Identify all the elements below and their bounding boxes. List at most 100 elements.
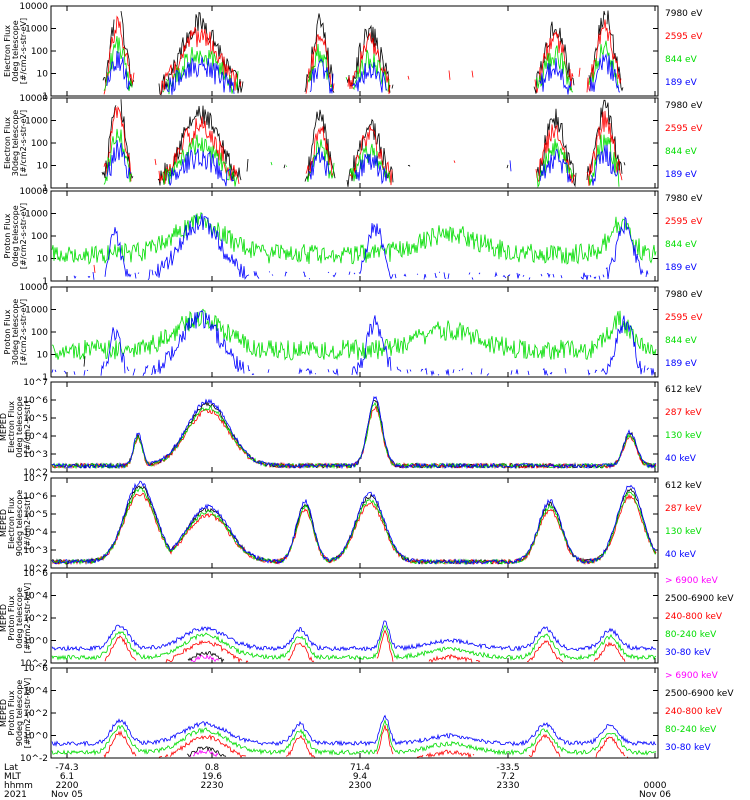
y-tick-label: 10^2 (23, 614, 48, 624)
footer-date: Nov 05 (51, 790, 83, 800)
y-tick-label: 10 (37, 162, 49, 172)
footer-hhmm: 2300 (349, 781, 372, 791)
series-trace (188, 652, 226, 663)
y-tick-label: 10^4 (23, 528, 48, 538)
y-tick-label: 10^0 (23, 732, 48, 742)
legend-entry: 2595 eV (665, 313, 703, 323)
y-tick-label: 10^2 (23, 709, 48, 719)
y-axis-label: 30deg telescope (11, 299, 20, 366)
legend-entry: 2595 eV (665, 124, 703, 134)
footer-hhmm: 2330 (497, 781, 520, 791)
y-tick-label: 100 (31, 232, 48, 242)
y-tick-label: 10^4 (23, 432, 48, 442)
y-tick-label: 10^-2 (20, 754, 48, 764)
y-axis-label: 30deg telescope (11, 110, 20, 177)
y-axis-label: Proton Flux (3, 213, 12, 258)
y-tick-label: 10 (37, 351, 49, 361)
footer-date: Nov 06 (639, 790, 671, 800)
y-tick-label: 10000 (19, 94, 48, 104)
y-tick-label: 10^0 (23, 637, 48, 647)
y-tick-label: 10^3 (23, 450, 48, 460)
y-tick-label: 10^7 (23, 378, 48, 388)
footer-mlt: 7.2 (501, 772, 515, 782)
legend-entry: 7980 eV (665, 101, 703, 111)
y-tick-label: 100 (31, 139, 48, 149)
y-tick-label: 10^5 (23, 414, 48, 424)
footer-tick-3: -33.5 7.2 2330 (496, 763, 519, 791)
y-axis-label: 0deg telescope (11, 20, 20, 81)
y-tick-label: 10^4 (23, 592, 48, 602)
y-axis-label: [#/cm2-s-str-eV] (19, 299, 28, 365)
legend-entry: 30-80 keV (665, 743, 711, 753)
footer-label-hhmm: hhmm (4, 781, 33, 791)
panel-1: 1 10 100 1000 10000 Electron Flux 0deg telesco… (3, 2, 703, 102)
y-tick-label: 10^4 (23, 687, 48, 697)
series-trace (94, 265, 615, 273)
legend-entry: 40 keV (665, 454, 697, 464)
panel-2: 1 10 100 1000 10000 Electron Flux 30deg telesc… (3, 94, 703, 194)
y-axis-label: Proton Flux (7, 690, 16, 735)
legend-entry: 7980 eV (665, 194, 703, 204)
y-axis-label: MEPED (0, 699, 8, 727)
series-trace (51, 719, 657, 756)
panel-7: 10^-2 10^0 10^2 10^4 10^6 MEPED Proton Flux 0de… (0, 569, 734, 669)
y-tick-label: 1000 (25, 25, 48, 35)
legend-entry: > 6900 keV (665, 576, 719, 586)
y-axis-label: [#/cm2-s-str-keV] (23, 583, 32, 654)
legend-entry: 844 eV (665, 147, 698, 157)
footer-mlt: 9.4 (353, 772, 368, 782)
footer-tick-4: 0000 Nov 06 (639, 781, 671, 800)
plot-frame (50, 381, 659, 473)
y-axis-label: [#/cm2-s-str] (23, 496, 32, 549)
y-axis-label: MEPED (0, 509, 8, 537)
series-trace (186, 746, 227, 757)
y-axis-label: MEPED (0, 413, 8, 441)
y-axis-label: 90deg telescope (15, 680, 24, 747)
y-axis-label: Proton Flux (3, 309, 12, 354)
legend-entry: 612 keV (665, 481, 702, 491)
y-tick-label: 10 (37, 255, 49, 265)
series-trace (51, 480, 657, 566)
y-tick-label: 1 (42, 277, 48, 287)
y-tick-label: 10^6 (23, 569, 48, 579)
y-tick-label: 1000 (25, 306, 48, 316)
y-axis-label: [#/cm2-s-str-eV] (19, 18, 28, 84)
series-trace (51, 402, 657, 470)
legend-entry: 287 keV (665, 504, 702, 514)
plot-frame (50, 667, 659, 759)
y-axis-label: [#/cm2-s-str-eV] (19, 203, 28, 269)
panels: 1 10 100 1000 10000 Electron Flux 0deg telesco… (0, 2, 734, 764)
footer-label-year: 2021 (4, 790, 27, 800)
legend-entry: 240-800 keV (665, 707, 723, 717)
legend-entry: 40 keV (665, 550, 697, 560)
footer-mlt: 6.1 (60, 772, 74, 782)
y-axis-label: Proton Flux (7, 595, 16, 640)
y-tick-label: 10 (37, 70, 49, 80)
series-trace (103, 105, 623, 186)
legend-entry: 189 eV (665, 78, 698, 88)
y-axis-label: 0deg telescope (11, 205, 20, 266)
y-tick-label: 10^6 (23, 492, 48, 502)
y-axis-label: Electron Flux (3, 117, 12, 169)
series-trace (51, 404, 657, 470)
y-tick-label: 1 (42, 92, 48, 102)
panel-6: 10^2 10^3 10^4 10^5 10^6 10^7 MEPED Electron Fl… (0, 474, 702, 574)
plot-frame (50, 572, 659, 664)
footer-lat: -33.5 (496, 763, 519, 773)
legend-entry: 130 keV (665, 527, 702, 537)
y-axis-label: MEPED (0, 604, 8, 632)
y-tick-label: 100 (31, 328, 48, 338)
footer-tick-2: 71.4 9.4 2300 (349, 763, 372, 791)
y-tick-label: 1000 (25, 117, 48, 127)
legend-entry: 130 keV (665, 431, 702, 441)
panel-3: 1 10 100 1000 10000 Proton Flux 0deg telescope… (3, 187, 703, 287)
legend-entry: 2595 eV (665, 217, 703, 227)
y-tick-label: 10^-2 (20, 659, 48, 669)
legend-entry: 287 keV (665, 408, 702, 418)
series-trace (103, 725, 629, 759)
y-axis-label: Electron Flux (7, 497, 16, 549)
y-tick-label: 10^6 (23, 664, 48, 674)
legend-entry: 240-800 keV (665, 612, 723, 622)
plot-frame (50, 286, 659, 378)
series-trace (51, 395, 656, 470)
